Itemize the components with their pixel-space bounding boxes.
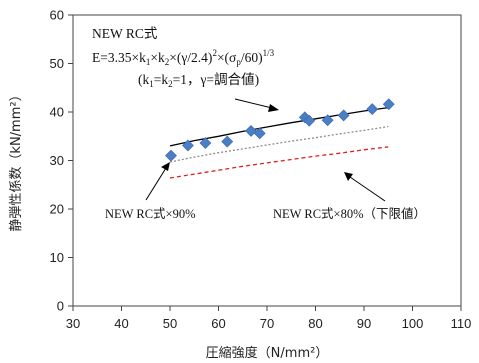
data-point (182, 139, 194, 152)
annotation-90: NEW RC式×90% (105, 207, 196, 221)
x-tick-label: 100 (402, 316, 424, 331)
arrow-90-curve (145, 162, 170, 201)
y-tick-label: 0 (57, 299, 64, 314)
data-points (165, 98, 395, 162)
curve-line (169, 125, 389, 163)
annotation-80: NEW RC式×80%（下限値） (273, 206, 426, 221)
y-axis-title: 静弾性係数（kN/mm²） (9, 88, 24, 231)
y-tick-label: 20 (50, 202, 64, 217)
arrow-80-curve (344, 172, 386, 202)
data-point (253, 127, 266, 140)
x-tick-label: 60 (211, 316, 225, 331)
data-point (245, 124, 257, 137)
x-axis-ticks: 30 40 50 60 70 80 90 100 110 (66, 306, 472, 331)
y-tick-label: 60 (50, 8, 64, 23)
annotation-formula: E=3.35×k1×k2×(γ/2.4)2×(σp/60)1/3 (92, 48, 275, 67)
data-point (199, 137, 212, 149)
data-point (382, 98, 395, 111)
x-tick-label: 30 (66, 316, 80, 331)
x-tick-label: 90 (357, 316, 371, 331)
annotation-condition: (k1=k2=1，γ=調合値) (138, 72, 259, 89)
data-point (321, 114, 334, 127)
x-tick-label: 50 (163, 316, 177, 331)
data-point (165, 149, 177, 162)
x-tick-label: 40 (114, 316, 128, 331)
y-axis-ticks: 0 10 20 30 40 50 60 (50, 8, 73, 314)
x-tick-label: 110 (451, 316, 472, 331)
arrow-main-curve (234, 98, 279, 112)
data-point (366, 103, 379, 116)
y-tick-label: 10 (50, 250, 64, 265)
data-point (337, 109, 350, 122)
x-tick-label: 80 (308, 316, 322, 331)
x-tick-label: 70 (260, 316, 274, 331)
curve-line (169, 146, 389, 179)
annotation-title: NEW RC式 (92, 26, 158, 41)
data-point (303, 114, 316, 127)
data-point (221, 135, 234, 148)
y-tick-label: 50 (50, 56, 64, 71)
plot-area (72, 14, 462, 307)
y-tick-label: 40 (50, 105, 64, 120)
y-tick-label: 30 (50, 153, 64, 168)
x-axis-title: 圧縮強度（N/mm²） (206, 345, 329, 361)
